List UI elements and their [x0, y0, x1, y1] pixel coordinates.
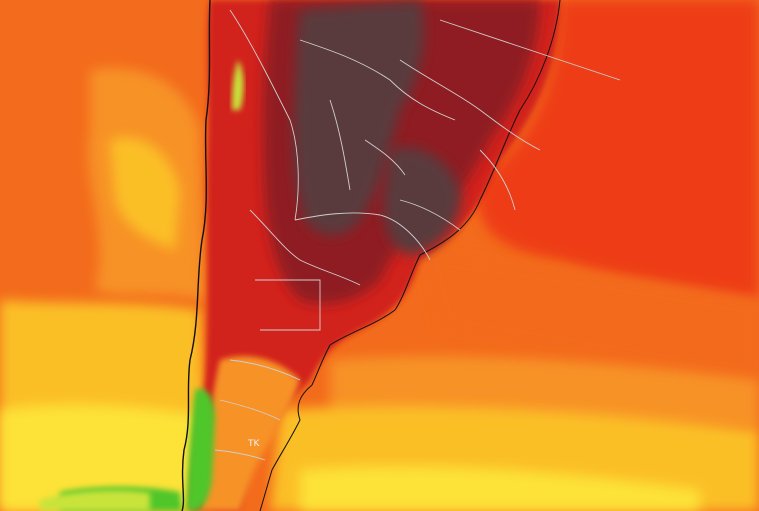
atlantic-orange-field: [420, 250, 759, 380]
west-coastline: [181, 0, 211, 511]
land-green-strip-north: [232, 60, 244, 110]
pacific-light-yellow-band: [0, 404, 205, 511]
land-very-hot-core: [293, 0, 424, 235]
land-green-andes: [186, 388, 215, 511]
atlantic-red-field: [478, 0, 759, 300]
land-very-hot-east: [383, 147, 461, 255]
region-tag-label: TK: [247, 439, 260, 449]
pacific-yellow-green-patch: [40, 490, 150, 511]
political-borders: [214, 9, 621, 461]
atlantic-light-yellow-field: [300, 466, 700, 511]
pacific-yellow-patch: [110, 137, 180, 250]
east-coastline: [259, 0, 561, 511]
land-yellow-south: [200, 356, 300, 511]
